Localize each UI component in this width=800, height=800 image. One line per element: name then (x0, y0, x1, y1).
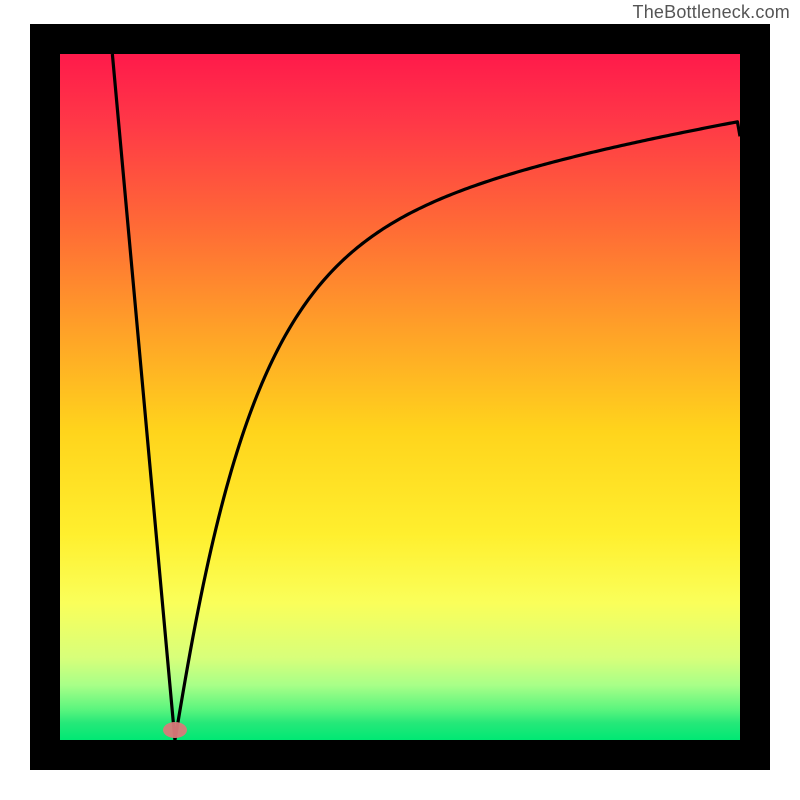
figure-root: TheBottleneck.com (0, 0, 800, 800)
minimum-marker (163, 722, 187, 738)
chart-svg (30, 24, 770, 770)
watermark-text: TheBottleneck.com (633, 2, 790, 23)
plot-area (30, 24, 770, 770)
gradient-background (60, 54, 740, 740)
